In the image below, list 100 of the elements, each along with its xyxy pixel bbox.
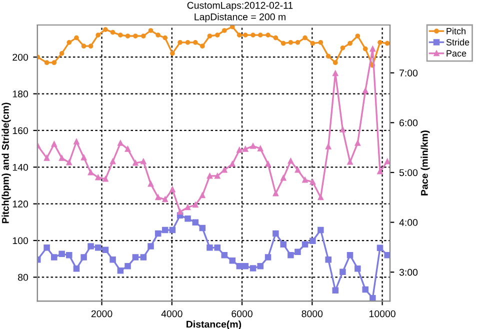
- point: [318, 40, 324, 45]
- point: [169, 226, 176, 234]
- y2-axis-title: Pace (min/km): [420, 130, 430, 196]
- point: [124, 263, 131, 270]
- point: [214, 173, 220, 179]
- point: [51, 254, 58, 260]
- point: [348, 40, 352, 46]
- point: [362, 88, 368, 94]
- point: [81, 44, 86, 49]
- y-tick-label: 140: [12, 164, 28, 171]
- point: [118, 32, 123, 38]
- x-tick-label: 10000: [370, 310, 396, 318]
- point: [288, 158, 294, 164]
- point: [162, 35, 168, 40]
- point: [266, 32, 270, 38]
- point: [302, 35, 308, 40]
- point: [94, 244, 102, 251]
- point: [340, 46, 346, 50]
- point: [288, 252, 294, 258]
- point: [302, 177, 308, 183]
- point: [236, 263, 243, 270]
- x-tick-label: 6000: [232, 310, 252, 318]
- point: [184, 216, 191, 222]
- point: [222, 28, 227, 33]
- y2-tick-label: 4:00: [399, 219, 418, 226]
- point: [258, 32, 263, 38]
- point: [110, 30, 116, 35]
- point: [148, 243, 154, 250]
- point: [141, 34, 146, 38]
- point: [162, 226, 168, 234]
- point: [74, 138, 80, 144]
- point: [272, 230, 279, 237]
- point: [354, 140, 360, 146]
- x-tick-label: 8000: [302, 310, 323, 318]
- point: [192, 219, 199, 226]
- point: [110, 158, 116, 164]
- point: [280, 175, 286, 181]
- legend-label: Pace: [446, 50, 466, 57]
- point: [310, 40, 316, 46]
- y2-tick-label: 3:00: [399, 268, 418, 276]
- point: [340, 268, 346, 275]
- point: [66, 160, 72, 166]
- point: [206, 173, 213, 179]
- y-tick-label: 200: [12, 54, 28, 61]
- point: [222, 167, 228, 173]
- point: [66, 40, 72, 45]
- point: [51, 141, 57, 147]
- point: [154, 230, 162, 237]
- point: [242, 32, 248, 38]
- point: [288, 40, 294, 45]
- point: [44, 60, 50, 66]
- point: [250, 32, 256, 38]
- point: [378, 40, 382, 45]
- y2-tick-label: 5:00: [399, 169, 418, 176]
- point: [221, 252, 228, 258]
- point: [88, 170, 94, 176]
- point: [80, 254, 87, 260]
- point: [124, 146, 131, 152]
- point: [346, 252, 354, 258]
- point: [132, 160, 138, 166]
- point: [95, 174, 101, 180]
- y-tick-label: 180: [12, 90, 28, 98]
- point: [384, 40, 390, 46]
- point: [125, 34, 130, 38]
- point: [230, 25, 235, 30]
- point: [199, 224, 206, 232]
- point: [354, 265, 361, 272]
- point: [140, 158, 146, 164]
- point: [133, 34, 138, 38]
- y-axis-title: Pitch(bpm) and Stride(cm): [2, 102, 11, 224]
- point: [332, 287, 338, 294]
- point: [265, 161, 271, 167]
- y-tick-label: 120: [12, 200, 28, 208]
- point: [362, 286, 368, 293]
- point: [355, 34, 360, 38]
- point: [44, 155, 50, 161]
- point: [294, 167, 300, 173]
- legend-label: Pitch: [446, 28, 466, 34]
- point: [44, 244, 50, 251]
- point: [118, 140, 124, 146]
- point: [370, 294, 376, 302]
- point: [332, 60, 338, 66]
- point: [102, 176, 108, 182]
- point: [66, 252, 72, 258]
- point: [96, 32, 101, 38]
- point: [384, 158, 390, 164]
- point: [325, 256, 332, 263]
- point: [318, 226, 324, 234]
- point: [310, 238, 316, 244]
- point: [59, 51, 64, 56]
- point: [102, 246, 109, 253]
- point: [58, 250, 65, 258]
- point: [257, 263, 264, 270]
- point: [52, 60, 57, 66]
- point: [347, 159, 353, 165]
- point: [236, 32, 242, 38]
- point: [264, 254, 272, 260]
- x-tick-label: 2000: [91, 310, 112, 318]
- point: [192, 40, 198, 45]
- point: [326, 54, 331, 59]
